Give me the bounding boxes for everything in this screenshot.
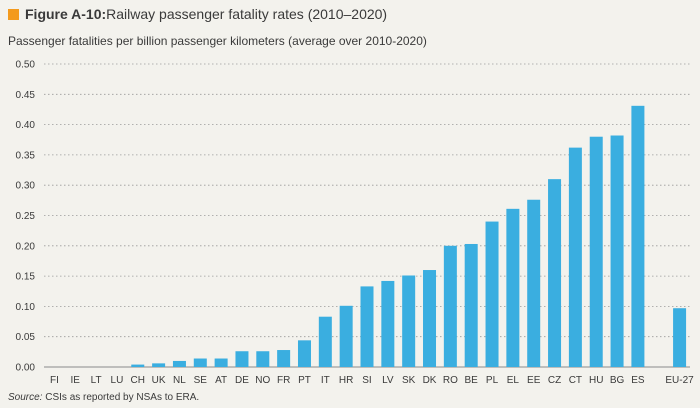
x-tick-label: EE	[527, 375, 541, 386]
x-tick-label: CT	[569, 375, 582, 386]
y-tick-label: 0.10	[16, 302, 36, 313]
x-tick-label: BG	[610, 375, 625, 386]
bar	[256, 351, 270, 367]
x-tick-label: IT	[321, 375, 330, 386]
figure-header: Figure A-10: Railway passenger fatality …	[8, 6, 387, 22]
y-tick-label: 0.50	[16, 60, 36, 71]
x-tick-label: CH	[131, 375, 145, 386]
x-tick-label: RO	[443, 375, 458, 386]
y-tick-label: 0.40	[16, 120, 36, 131]
x-tick-label: DK	[423, 375, 437, 386]
x-tick-label: LT	[91, 375, 102, 386]
bar	[277, 350, 291, 367]
y-tick-label: 0.00	[16, 363, 36, 374]
y-axis-label: Passenger fatalities per billion passeng…	[8, 34, 427, 48]
bar	[485, 221, 499, 367]
x-tick-label: HR	[339, 375, 353, 386]
source-note: Source: CSIs as reported by NSAs to ERA.	[8, 392, 199, 403]
x-tick-label: SK	[402, 375, 416, 386]
x-tick-label: NL	[173, 375, 186, 386]
figure-label: Figure A-10:	[25, 6, 107, 22]
bar	[506, 208, 520, 367]
x-tick-label: IE	[71, 375, 81, 386]
figure-title: Railway passenger fatality rates (2010–2…	[106, 6, 388, 22]
x-tick-label: FI	[50, 375, 59, 386]
x-tick-label: BE	[465, 375, 479, 386]
x-tick-label: DE	[235, 375, 249, 386]
bar	[152, 363, 166, 367]
bar	[318, 316, 332, 367]
bar	[339, 305, 353, 367]
x-tick-label: AT	[215, 375, 227, 386]
x-tick-label: NO	[255, 375, 270, 386]
bar	[527, 199, 541, 367]
bar	[193, 358, 207, 367]
x-tick-label: LU	[111, 375, 124, 386]
y-tick-label: 0.20	[16, 241, 36, 252]
bar	[214, 358, 228, 367]
bar	[297, 340, 311, 367]
x-tick-label: LV	[382, 375, 394, 386]
x-tick-label: CZ	[548, 375, 561, 386]
x-tick-label: SI	[362, 375, 371, 386]
x-tick-label: EL	[507, 375, 520, 386]
source-text: CSIs as reported by NSAs to ERA.	[42, 392, 200, 403]
bar	[360, 286, 374, 367]
bar	[673, 308, 687, 367]
y-tick-label: 0.05	[16, 332, 36, 343]
x-tick-label: PL	[486, 375, 499, 386]
y-tick-label: 0.15	[16, 272, 36, 283]
x-tick-label: SE	[194, 375, 208, 386]
bar	[631, 105, 645, 368]
bar	[381, 280, 395, 367]
bar	[568, 147, 582, 367]
x-tick-label: HU	[589, 375, 603, 386]
x-tick-label: ES	[631, 375, 645, 386]
figure-marker-icon	[8, 8, 19, 20]
bar	[131, 364, 145, 367]
x-tick-label: EU-27	[665, 375, 694, 386]
bar	[589, 136, 603, 367]
y-tick-label: 0.30	[16, 181, 36, 192]
y-tick-label: 0.35	[16, 150, 36, 161]
x-tick-label: PT	[298, 375, 311, 386]
x-tick-label: FR	[277, 375, 290, 386]
y-tick-label: 0.45	[16, 90, 36, 101]
bar	[464, 243, 478, 367]
bar	[443, 245, 457, 367]
bar	[548, 179, 562, 367]
bar	[172, 360, 186, 367]
bar	[402, 275, 416, 367]
source-label: Source:	[8, 392, 43, 403]
bar	[423, 270, 437, 367]
bar	[235, 351, 249, 367]
x-tick-label: UK	[152, 375, 166, 386]
y-tick-label: 0.25	[16, 211, 36, 222]
bar	[610, 135, 624, 367]
